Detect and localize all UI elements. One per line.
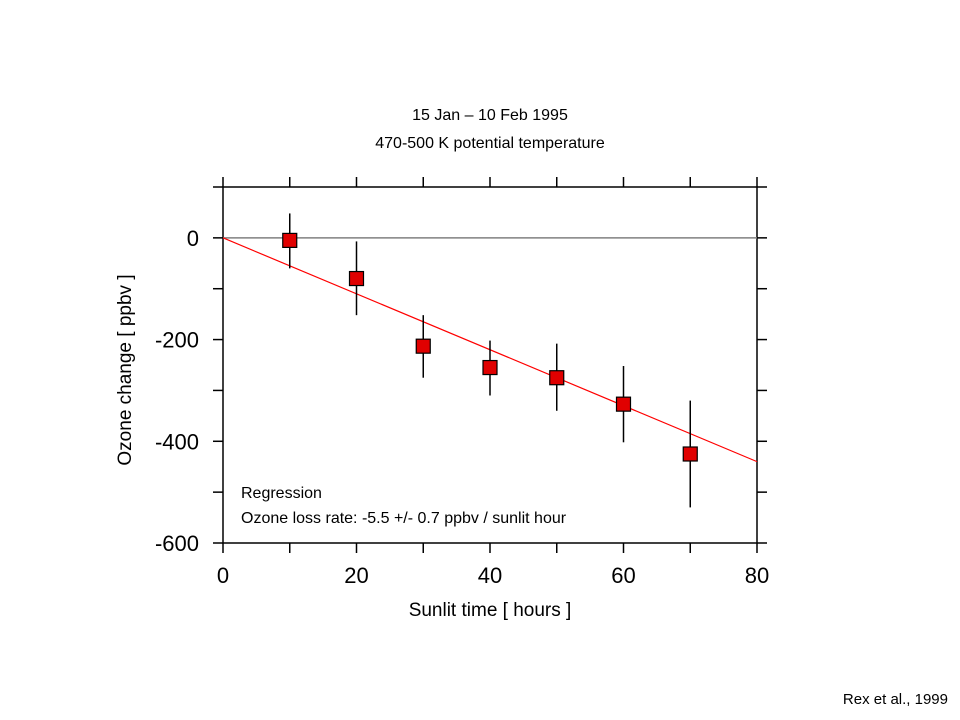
x-axis-label: Sunlit time [ hours ] — [409, 600, 572, 621]
data-point — [348, 270, 365, 287]
y-tick-label: -200 — [155, 328, 199, 353]
x-tick-label: 0 — [217, 563, 229, 588]
x-tick-label: 80 — [745, 563, 769, 588]
annotation-line-2: Ozone loss rate: -5.5 +/- 0.7 ppbv / sun… — [241, 510, 567, 527]
source-credit: Rex et al., 1999 — [842, 691, 948, 708]
y-tick-label: -600 — [155, 531, 199, 556]
x-tick-label: 40 — [478, 563, 502, 588]
y-axis-label: Ozone change [ ppbv ] — [115, 274, 136, 465]
data-point — [549, 370, 565, 386]
data-point — [615, 396, 632, 412]
data-point — [415, 338, 431, 354]
x-tick-label: 60 — [611, 563, 635, 588]
data-point — [482, 359, 498, 376]
data-point — [682, 446, 698, 462]
chart-title: 15 Jan – 10 Feb 1995 — [412, 107, 568, 124]
annotation-line-1: Regression — [241, 485, 322, 502]
data-point — [282, 232, 298, 248]
y-tick-label: -400 — [155, 429, 199, 454]
chart-subtitle: 470-500 K potential temperature — [375, 135, 605, 152]
y-tick-label: 0 — [187, 226, 199, 251]
x-tick-label: 20 — [344, 563, 368, 588]
